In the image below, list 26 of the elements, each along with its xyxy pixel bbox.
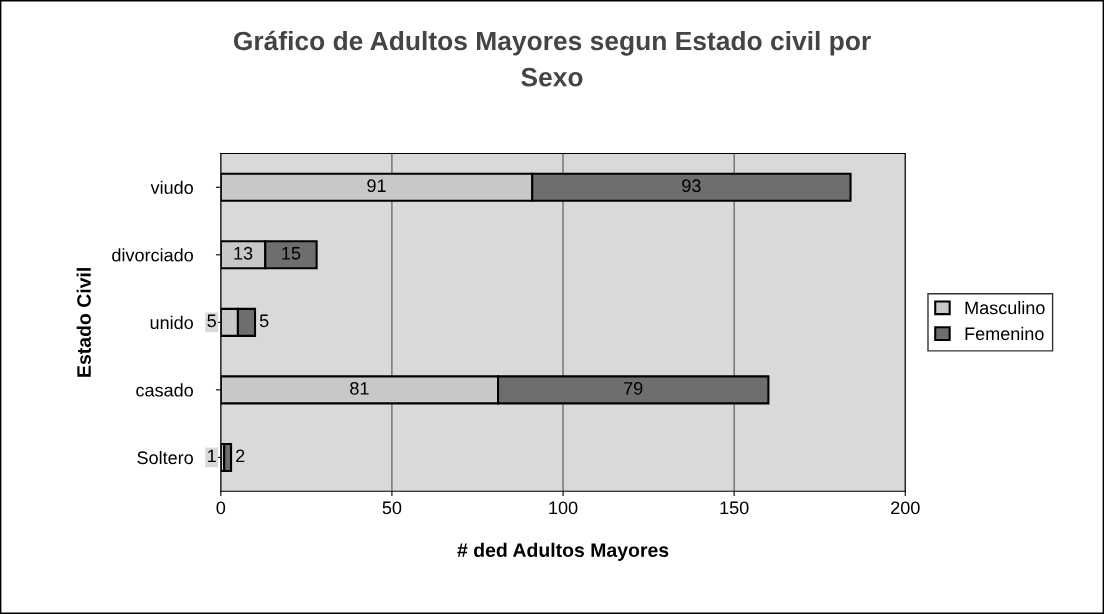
x-tick-label: 200 xyxy=(891,501,920,515)
data-label: 15 xyxy=(282,247,301,260)
x-tick-label: 50 xyxy=(382,501,402,515)
x-axis-title: # ded Adultos Mayores xyxy=(457,542,669,561)
y-axis-title: Estado Civil xyxy=(76,268,91,377)
y-tick-label: divorciado xyxy=(112,248,193,262)
bar xyxy=(223,442,233,472)
x-tick-label: 100 xyxy=(549,501,578,515)
y-tick-label: unido xyxy=(150,315,193,330)
data-label: 79 xyxy=(624,381,643,395)
y-tick-label: casado xyxy=(136,383,193,397)
x-tick-label: 0 xyxy=(216,501,226,515)
data-label: 5 xyxy=(259,314,269,328)
data-label: 1 xyxy=(208,449,216,463)
y-tick-label: Soltero xyxy=(137,450,193,465)
data-label: 91 xyxy=(367,179,386,193)
chart-title: Gráfico de Adultos Mayores segun Estado civil por Sexo xyxy=(233,30,871,87)
data-label: 81 xyxy=(350,381,369,395)
legend-label: Femenino xyxy=(965,326,1044,341)
legend-label: Masculino xyxy=(965,301,1045,315)
y-tick-label: viudo xyxy=(150,180,193,194)
data-label: 2 xyxy=(236,449,245,463)
x-tick-label: 150 xyxy=(720,501,749,515)
data-label: 5 xyxy=(207,314,216,328)
data-label: 13 xyxy=(234,246,253,260)
data-label: 93 xyxy=(682,179,701,193)
